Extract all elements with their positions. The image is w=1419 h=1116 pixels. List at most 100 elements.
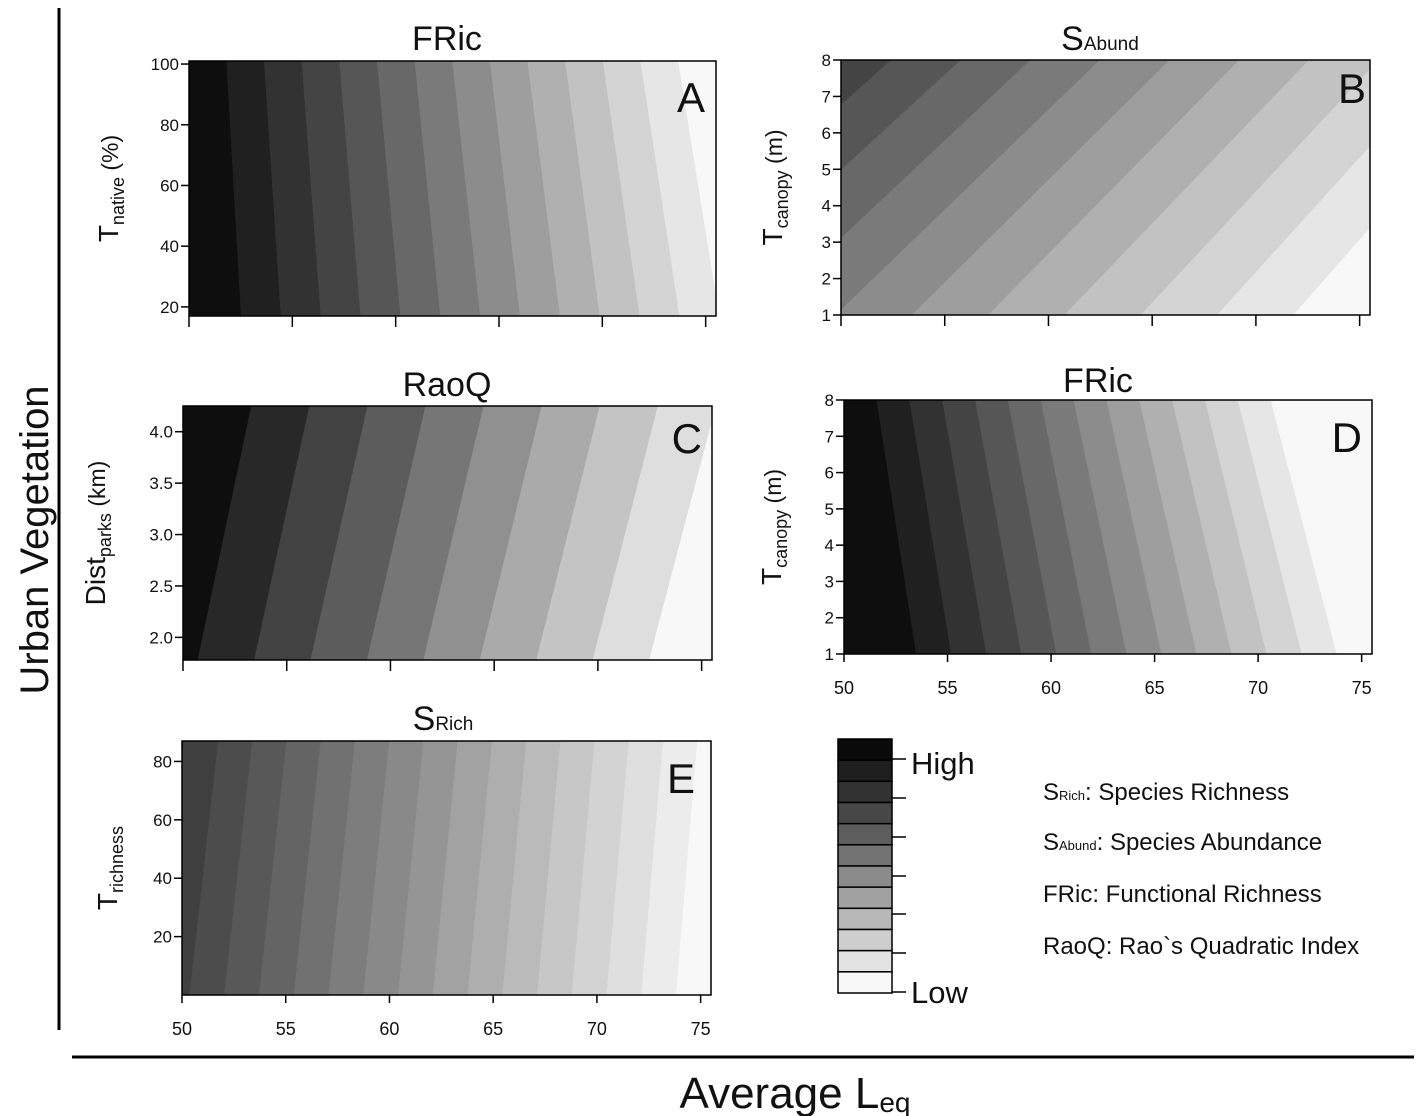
y-tick-label: 1 (822, 306, 831, 325)
contour-band (536, 741, 596, 995)
y-tick-label: 8 (822, 51, 831, 70)
contour-band (197, 406, 310, 660)
contour-band (640, 61, 716, 316)
colorbar-high-label: High (911, 746, 975, 781)
y-tick-label: 3 (822, 233, 831, 252)
panel-letter: B (1338, 65, 1366, 112)
contour-band (301, 61, 362, 316)
contour-band (1040, 400, 1127, 654)
y-axis-label: Trichness (92, 826, 127, 910)
panel-title: RaoQ (403, 366, 492, 404)
panel-C: 2.0 2.5 3.0 3.5 4.0 RaoQ Distparks (km) C (80, 366, 713, 671)
contour-band (452, 61, 521, 316)
y-tick-label: 6 (822, 124, 831, 143)
x-tick-label: 75 (1352, 678, 1372, 698)
contour-band (592, 406, 712, 660)
x-tick-label: 70 (1248, 678, 1268, 698)
contour-panels: 20 40 60 80 100 FRic Tnative (%) A 1 2 3 4 5 6 7 8 SAbun… (51, 20, 1373, 1039)
colorbar-swatch (837, 801, 893, 825)
colorbar-swatch (837, 780, 893, 804)
colorbar-swatch (837, 844, 893, 867)
y-tick-label: 20 (153, 928, 172, 947)
y-tick-label: 5 (822, 160, 831, 179)
plot-frame (843, 399, 1373, 655)
plot-frame (840, 59, 1371, 316)
contour-bands (844, 400, 1372, 654)
contour-band (1007, 400, 1092, 654)
contour-band (254, 406, 368, 660)
contour-bands (51, 741, 711, 995)
panel-letter: E (667, 755, 695, 802)
panel-title: FRic (1063, 362, 1133, 400)
contour-bands (183, 406, 712, 660)
y-group-label: Urban Vegetation (13, 385, 57, 694)
contour-band (527, 61, 601, 316)
contour-band (182, 741, 219, 995)
contour-band (182, 741, 185, 762)
contour-band (224, 741, 288, 995)
x-tick-label: 50 (172, 1019, 192, 1039)
contour-band (1106, 400, 1198, 654)
contour-band (1293, 227, 1370, 315)
y-tick-label: 4 (825, 536, 834, 555)
colorbar: High Low (837, 738, 975, 1010)
contour-band (51, 741, 116, 995)
x-tick-label: 70 (587, 1019, 607, 1039)
x-tick-label: 60 (379, 1019, 399, 1039)
panel-E: 20 40 60 80 50 55 60 65 70 75 SRich Trichness E (51, 700, 712, 1039)
contour-band (339, 61, 401, 316)
contour-band (1064, 60, 1370, 315)
contour-band (841, 60, 1171, 315)
contour-band (263, 61, 322, 316)
contour-band (911, 60, 1241, 315)
contour-band (397, 741, 459, 995)
y-tick-label: 80 (153, 752, 172, 771)
contour-band (641, 741, 698, 995)
contour-band (467, 741, 527, 995)
y-tick-label: 2 (825, 609, 834, 628)
contour-band (414, 61, 481, 316)
contour-band (502, 741, 561, 995)
contour-band (432, 741, 493, 995)
colorbar-swatch (837, 738, 893, 761)
contour-bands (841, 60, 1370, 315)
colorbar-swatch (837, 971, 893, 994)
y-tick-label: 80 (160, 116, 179, 135)
y-tick-label: 7 (822, 87, 831, 106)
contour-band (909, 400, 987, 654)
plot-frame (181, 740, 712, 996)
contour-band (258, 741, 322, 995)
y-axis-label: Tcanopy (m) (756, 469, 791, 585)
colorbar-swatch (837, 886, 893, 910)
contour-band (606, 741, 664, 995)
x-tick-label: 65 (483, 1019, 503, 1039)
legend-entry: FRic: Functional Richness (1043, 881, 1322, 908)
contour-band (1204, 400, 1303, 654)
y-tick-label: 7 (825, 427, 834, 446)
y-tick-label: 8 (825, 391, 834, 410)
y-tick-label: 2 (822, 270, 831, 289)
x-tick-label: 55 (938, 678, 958, 698)
contour-band (1140, 69, 1370, 315)
colorbar-swatch (837, 822, 893, 846)
colorbar-swatch (837, 759, 893, 783)
y-tick-label: 1 (825, 645, 834, 664)
contour-band (942, 400, 1022, 654)
y-tick-label: 4 (822, 197, 831, 216)
contour-band (678, 61, 716, 296)
y-tick-label: 2.0 (149, 628, 173, 647)
contour-band (363, 741, 424, 995)
contour-band (876, 400, 952, 654)
panel-title: SAbund (1061, 20, 1139, 58)
panel-title: FRic (412, 20, 482, 58)
colorbar-low-label: Low (911, 975, 968, 1010)
contour-band (675, 741, 711, 995)
contour-band (565, 61, 641, 316)
y-tick-label: 5 (825, 500, 834, 519)
contour-band (183, 406, 252, 660)
contour-band (423, 406, 543, 660)
colorbar-swatch (837, 865, 893, 888)
colorbar-swatch (837, 928, 893, 952)
legend-entry: SAbund: Species Abundance (1043, 829, 1322, 856)
